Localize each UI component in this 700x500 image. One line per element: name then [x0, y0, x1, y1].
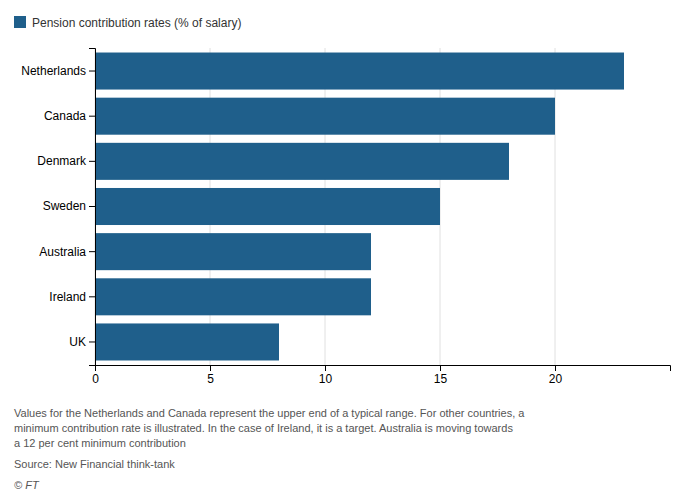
plot: 0 5 10 15 20 Netherlands Canada Denmark Sweden Au…: [21, 48, 670, 386]
y-tick-mark: [89, 251, 95, 252]
footnote: a 12 per cent minimum contribution: [14, 437, 186, 449]
y-tick: Canada: [44, 109, 95, 123]
footnote: Values for the Netherlands and Canada re…: [14, 407, 525, 419]
y-tick-mark: [89, 161, 95, 162]
y-axis: Netherlands Canada Denmark Sweden Australia I…: [21, 49, 95, 366]
x-tick-label: 10: [319, 372, 333, 386]
x-tick: 15: [434, 365, 448, 386]
chart: 0 5 10 15 20 Netherlands Canada Denmark Sweden Au…: [0, 0, 700, 500]
bar: [95, 233, 371, 270]
x-tick-mark: [325, 365, 326, 371]
y-tick: Ireland: [49, 290, 95, 304]
y-tick-label: Denmark: [37, 154, 87, 168]
grid-line: [555, 48, 556, 365]
legend-item: Pension contribution rates (% of salary): [14, 16, 241, 30]
y-axis-line: [89, 49, 96, 366]
y-tick-mark: [89, 296, 95, 297]
grid: [95, 48, 555, 365]
y-tick-label: Sweden: [43, 199, 86, 213]
x-tick-mark: [555, 365, 556, 371]
x-tick-label: 20: [549, 372, 563, 386]
legend-label: Pension contribution rates (% of salary): [32, 16, 241, 30]
bar: [95, 143, 509, 180]
footnote: © FT: [14, 479, 40, 491]
y-tick: Australia: [39, 244, 95, 258]
bar: [95, 323, 279, 360]
legend: Pension contribution rates (% of salary): [14, 16, 241, 30]
y-tick-mark: [89, 206, 95, 207]
x-tick-mark: [440, 365, 441, 371]
y-tick-label: Ireland: [49, 290, 86, 304]
x-axis: 0 5 10 15 20: [92, 365, 670, 386]
y-tick-mark: [89, 341, 95, 342]
x-tick-label: 5: [207, 372, 214, 386]
x-axis-line: [96, 366, 671, 372]
y-tick-mark: [89, 116, 95, 117]
footnote: minimum contribution rate is illustrated…: [14, 422, 513, 434]
bar: [95, 278, 371, 315]
y-tick-label: Australia: [39, 244, 86, 258]
y-tick: Sweden: [43, 199, 95, 213]
y-tick-mark: [89, 71, 95, 72]
x-tick: 20: [549, 365, 563, 386]
footnote: Source: New Financial think-tank: [14, 458, 175, 470]
x-tick-label: 0: [92, 372, 99, 386]
x-tick-label: 15: [434, 372, 448, 386]
bars: [95, 53, 624, 361]
bar: [95, 53, 624, 90]
x-tick-mark: [210, 365, 211, 371]
x-tick: 10: [319, 365, 333, 386]
x-tick: 0: [92, 365, 99, 386]
y-tick-label: UK: [69, 335, 86, 349]
x-tick: 5: [207, 365, 214, 386]
y-tick: Denmark: [37, 154, 95, 168]
y-tick: Netherlands: [21, 64, 95, 78]
y-tick-label: Netherlands: [21, 64, 86, 78]
bar: [95, 98, 555, 135]
y-tick-label: Canada: [44, 109, 86, 123]
y-tick: UK: [69, 335, 95, 349]
bar: [95, 188, 440, 225]
footnotes: Values for the Netherlands and Canada re…: [14, 407, 525, 491]
legend-swatch: [14, 16, 26, 28]
